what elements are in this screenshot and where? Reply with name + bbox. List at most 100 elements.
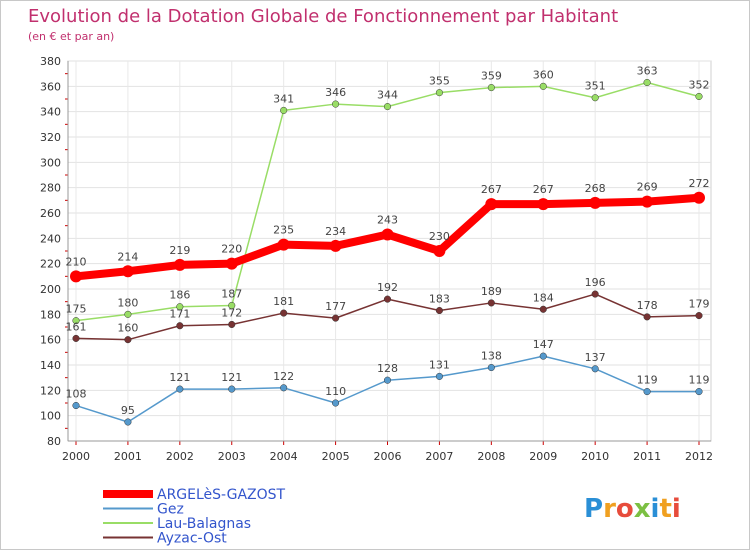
data-label: 272: [689, 177, 710, 190]
data-label: 235: [273, 224, 294, 237]
data-label: 138: [481, 350, 502, 363]
legend-label: ARGELèS-GAZOST: [157, 487, 286, 503]
data-label: 119: [689, 374, 710, 387]
y-tick-label: 260: [40, 207, 61, 220]
data-label: 230: [429, 230, 450, 243]
data-label: 269: [637, 181, 658, 194]
data-label: 121: [221, 371, 242, 384]
series-0: [70, 191, 705, 283]
data-point: [72, 334, 80, 342]
data-label: 128: [377, 362, 398, 375]
data-point: [72, 317, 80, 325]
data-label: 119: [637, 374, 658, 387]
data-label: 183: [429, 293, 450, 306]
data-point: [225, 257, 238, 270]
data-point: [695, 92, 703, 101]
data-label: 147: [533, 338, 554, 351]
x-tick-label: 2001: [114, 450, 142, 463]
data-label: 179: [689, 298, 710, 311]
x-tick-label: 2008: [477, 450, 505, 463]
series-1: [72, 352, 703, 426]
data-point: [591, 290, 599, 298]
data-point: [383, 103, 392, 111]
data-label: 171: [169, 308, 190, 321]
data-point: [589, 196, 602, 209]
data-point: [591, 365, 599, 373]
x-tick-label: 2006: [374, 450, 402, 463]
data-label: 243: [377, 214, 398, 227]
logo-letter: i: [672, 494, 681, 524]
data-point: [693, 191, 705, 204]
data-label: 137: [585, 351, 606, 364]
data-point: [383, 295, 392, 303]
x-tick-label: 2011: [633, 450, 661, 463]
x-tick-label: 2005: [322, 450, 350, 463]
y-tick-label: 120: [40, 384, 61, 397]
data-label: 186: [169, 289, 190, 302]
data-label: 189: [481, 285, 502, 298]
y-tick-label: 160: [40, 334, 61, 347]
grid: [67, 60, 712, 442]
series-3: [72, 290, 703, 344]
data-point: [329, 239, 342, 252]
data-point: [228, 385, 236, 393]
data-point: [643, 388, 651, 396]
legend-label: Lau-Balagnas: [157, 516, 251, 532]
data-label: 172: [221, 306, 242, 319]
data-point: [695, 312, 703, 320]
logo-letter: o: [616, 494, 634, 524]
data-label: 110: [325, 385, 346, 398]
data-point: [121, 265, 134, 278]
data-label: 187: [221, 287, 242, 300]
data-label: 192: [377, 281, 398, 294]
data-label: 363: [637, 65, 658, 78]
plot-area: [67, 60, 712, 442]
x-tick-label: 2009: [529, 450, 557, 463]
data-point: [485, 198, 498, 211]
data-point: [280, 106, 288, 114]
x-tick-label: 2002: [166, 450, 194, 463]
x-tick-label: 2003: [218, 450, 246, 463]
y-tick-label: 380: [40, 55, 61, 68]
data-label: 359: [481, 70, 502, 83]
data-point: [124, 336, 132, 344]
data-label: 196: [585, 276, 606, 289]
data-point: [487, 299, 495, 307]
data-label: 268: [585, 182, 606, 195]
data-point: [280, 384, 288, 392]
data-point: [695, 388, 703, 396]
y-tick-label: 320: [40, 131, 61, 144]
data-point: [643, 313, 651, 321]
data-label: 267: [481, 183, 502, 196]
data-label: 346: [325, 86, 346, 99]
data-point: [176, 385, 184, 393]
data-label: 341: [273, 92, 294, 105]
y-tick-label: 80: [47, 435, 61, 448]
data-label: 214: [117, 250, 138, 263]
data-point: [332, 100, 340, 108]
data-label: 184: [533, 291, 554, 304]
legend-label: Gez: [157, 502, 184, 518]
data-point: [591, 94, 599, 102]
data-label: 95: [121, 404, 135, 417]
data-point: [277, 238, 290, 251]
x-tick-label: 2004: [270, 450, 298, 463]
data-label: 351: [585, 80, 606, 93]
y-tick-label: 280: [40, 182, 61, 195]
data-label: 108: [66, 388, 87, 401]
data-point: [487, 84, 495, 92]
data-point: [332, 314, 340, 322]
data-label: 161: [66, 320, 87, 333]
data-label: 360: [533, 68, 554, 81]
data-point: [228, 301, 236, 310]
data-label: 220: [221, 243, 242, 256]
data-point: [228, 320, 236, 329]
logo-letter: t: [659, 494, 671, 524]
data-labels: 175 180 186 187 341 346 344 355 359 360 351 363 352 1…: [66, 65, 710, 417]
data-label: 131: [429, 358, 450, 371]
logo-letter: x: [634, 494, 651, 524]
data-label: 234: [325, 225, 346, 238]
y-tick-label: 100: [40, 410, 61, 423]
